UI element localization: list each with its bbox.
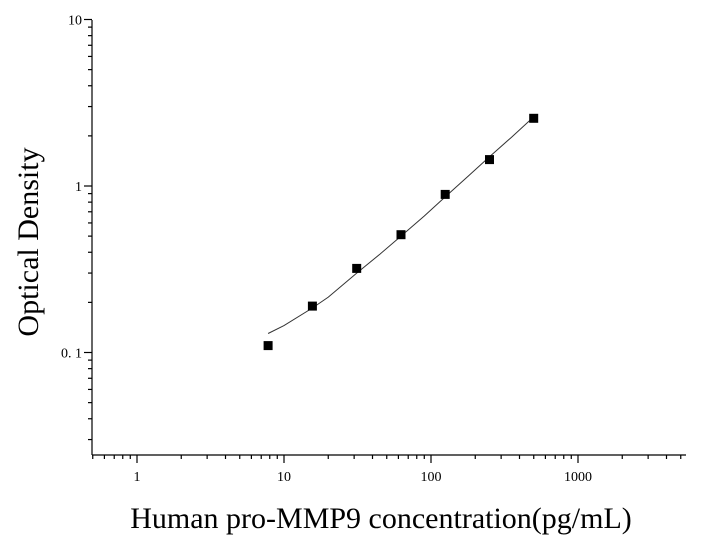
y-tick-labels: 0. 1 1 10 — [61, 14, 82, 362]
x-ticks — [92, 455, 682, 463]
x-tick-label: 10 — [277, 470, 291, 485]
x-tick-label: 1000 — [564, 470, 592, 485]
data-point — [396, 230, 406, 240]
data-point — [529, 113, 539, 123]
data-point — [263, 341, 273, 351]
y-tick-label: 1 — [75, 180, 82, 195]
data-points — [263, 113, 539, 351]
x-tick-label: 100 — [421, 470, 442, 485]
y-tick-label: 0. 1 — [61, 347, 82, 362]
data-point — [307, 301, 317, 311]
data-point — [440, 189, 450, 199]
fit-curve — [267, 116, 535, 334]
x-axis-title: Human pro-MMP9 concentration(pg/mL) — [130, 502, 632, 535]
y-tick-label: 10 — [68, 14, 82, 29]
axes — [91, 20, 686, 456]
x-tick-labels: 1 10 100 1000 — [134, 470, 593, 485]
y-ticks — [84, 18, 92, 441]
x-tick-label: 1 — [134, 470, 141, 485]
y-axis-title: Optical Density — [12, 147, 45, 336]
data-point — [352, 263, 362, 273]
data-point — [485, 155, 494, 165]
